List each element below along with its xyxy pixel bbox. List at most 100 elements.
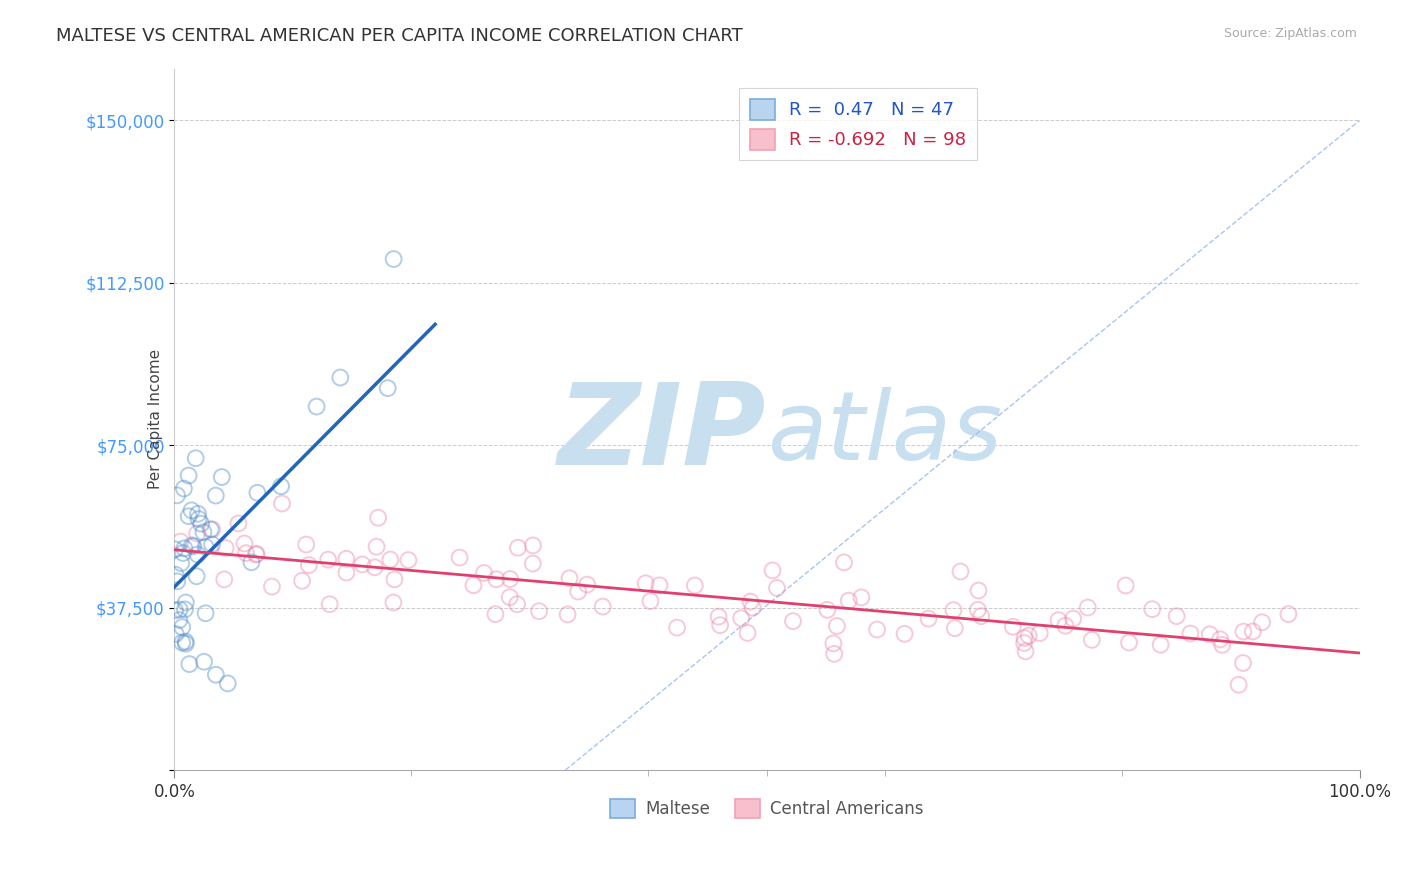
Point [174,637,197,651]
Point [1241,624,1264,639]
Point [184,451,207,466]
Point [825,619,848,633]
Point [166,574,188,589]
Point [1166,609,1188,624]
Point [506,541,529,555]
Point [1142,602,1164,616]
Point [592,599,614,614]
Point [212,573,235,587]
Point [186,548,208,562]
Point [173,541,195,556]
Point [186,526,208,541]
Point [228,516,250,531]
Text: MALTESE VS CENTRAL AMERICAN PER CAPITA INCOME CORRELATION CHART: MALTESE VS CENTRAL AMERICAN PER CAPITA I… [56,27,742,45]
Point [832,555,855,569]
Point [187,512,209,526]
Point [201,537,224,551]
Point [1014,644,1036,658]
Point [1062,612,1084,626]
Point [186,569,208,583]
Point [166,488,188,502]
Point [217,676,239,690]
Y-axis label: Per Capita Income: Per Capita Income [148,349,163,490]
Point [741,600,763,615]
Point [335,551,357,566]
Point [737,626,759,640]
Point [707,609,730,624]
Point [1209,632,1232,647]
Point [177,468,200,483]
Point [557,607,579,622]
Point [194,607,217,621]
Point [1118,635,1140,649]
Point [246,485,269,500]
Point [180,538,202,552]
Text: Source: ZipAtlas.com: Source: ZipAtlas.com [1223,27,1357,40]
Point [522,538,544,552]
Point [1251,615,1274,630]
Point [967,583,990,598]
Point [169,602,191,616]
Point [1014,631,1036,645]
Point [463,578,485,592]
Point [200,523,222,537]
Point [187,507,209,521]
Point [240,555,263,569]
Point [329,370,352,384]
Point [367,510,389,524]
Point [352,558,374,572]
Point [1198,627,1220,641]
Point [295,537,318,551]
Point [173,482,195,496]
Point [165,627,187,641]
Point [179,657,201,672]
Point [484,607,506,622]
Point [190,516,212,531]
Point [270,479,292,493]
Point [634,576,657,591]
Point [366,540,388,554]
Point [380,552,402,566]
Point [1115,578,1137,592]
Point [1081,632,1104,647]
Point [943,621,966,635]
Point [527,604,550,618]
Point [1001,620,1024,634]
Point [558,571,581,585]
Point [235,546,257,560]
Point [966,603,988,617]
Point [233,536,256,550]
Point [377,381,399,395]
Point [193,525,215,540]
Point [782,614,804,628]
Point [364,560,387,574]
Point [214,541,236,555]
Point [201,522,224,536]
Point [1018,629,1040,643]
Legend: Maltese, Central Americans: Maltese, Central Americans [603,792,931,825]
Point [506,597,529,611]
Point [271,496,294,510]
Point [1232,624,1254,639]
Point [823,636,845,650]
Point [205,667,228,681]
Point [730,611,752,625]
Point [245,547,267,561]
Point [1149,638,1171,652]
Point [183,539,205,553]
Point [648,578,671,592]
Point [917,612,939,626]
Point [382,252,405,266]
Point [567,584,589,599]
Point [472,566,495,580]
Point [291,574,314,588]
Point [1012,636,1035,650]
Point [866,623,889,637]
Point [499,572,522,586]
Text: atlas: atlas [766,387,1002,480]
Point [172,620,194,634]
Point [396,553,419,567]
Point [174,634,197,648]
Point [165,603,187,617]
Point [522,557,544,571]
